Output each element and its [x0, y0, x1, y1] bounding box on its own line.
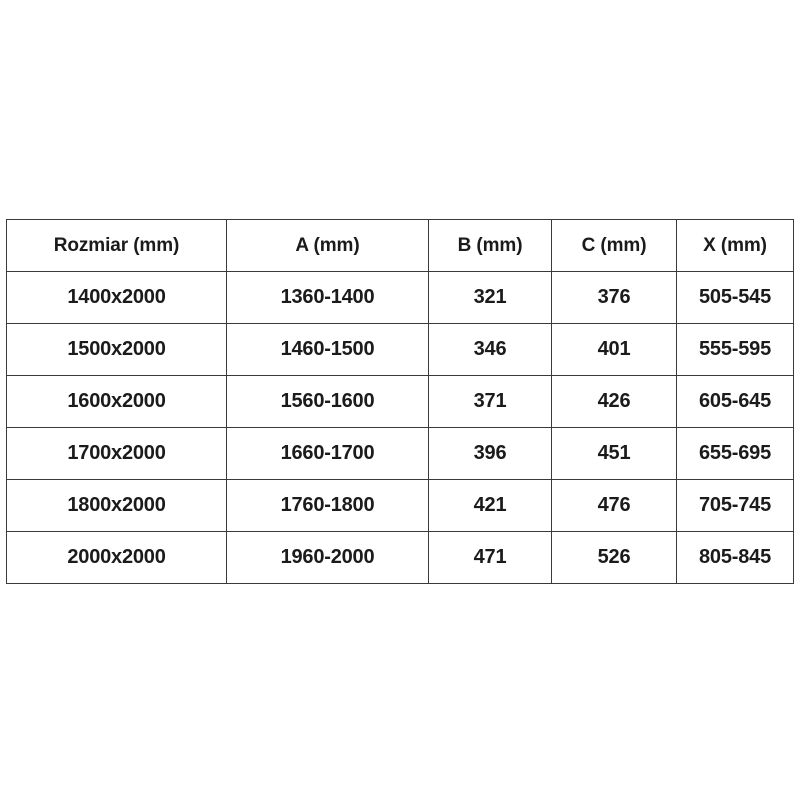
table-row: 1500x2000 1460-1500 346 401 555-595: [6, 323, 794, 376]
column-header-size: Rozmiar (mm): [6, 219, 227, 272]
cell-a: 1460-1500: [226, 323, 429, 376]
cell-c: 401: [551, 323, 677, 376]
column-header-a: A (mm): [226, 219, 429, 272]
cell-a: 1960-2000: [226, 531, 429, 584]
specification-table: Rozmiar (mm) A (mm) B (mm) C (mm) X (mm)…: [6, 219, 794, 584]
cell-size: 1400x2000: [6, 271, 227, 324]
cell-c: 526: [551, 531, 677, 584]
specification-table-container: Rozmiar (mm) A (mm) B (mm) C (mm) X (mm)…: [6, 219, 794, 584]
cell-size: 2000x2000: [6, 531, 227, 584]
cell-x: 705-745: [676, 479, 794, 532]
cell-size: 1800x2000: [6, 479, 227, 532]
cell-size: 1700x2000: [6, 427, 227, 480]
cell-b: 321: [428, 271, 552, 324]
cell-b: 371: [428, 375, 552, 428]
cell-b: 346: [428, 323, 552, 376]
cell-size: 1500x2000: [6, 323, 227, 376]
cell-b: 421: [428, 479, 552, 532]
cell-x: 805-845: [676, 531, 794, 584]
table-row: 1700x2000 1660-1700 396 451 655-695: [6, 427, 794, 480]
cell-a: 1360-1400: [226, 271, 429, 324]
cell-x: 505-545: [676, 271, 794, 324]
cell-size: 1600x2000: [6, 375, 227, 428]
table-header: Rozmiar (mm) A (mm) B (mm) C (mm) X (mm): [6, 219, 794, 272]
cell-b: 396: [428, 427, 552, 480]
cell-c: 426: [551, 375, 677, 428]
table-row: 1800x2000 1760-1800 421 476 705-745: [6, 479, 794, 532]
cell-b: 471: [428, 531, 552, 584]
cell-c: 476: [551, 479, 677, 532]
table-row: 1600x2000 1560-1600 371 426 605-645: [6, 375, 794, 428]
column-header-b: B (mm): [428, 219, 552, 272]
column-header-c: C (mm): [551, 219, 677, 272]
cell-x: 655-695: [676, 427, 794, 480]
table-header-row: Rozmiar (mm) A (mm) B (mm) C (mm) X (mm): [6, 219, 794, 272]
cell-a: 1660-1700: [226, 427, 429, 480]
cell-x: 555-595: [676, 323, 794, 376]
cell-x: 605-645: [676, 375, 794, 428]
column-header-x: X (mm): [676, 219, 794, 272]
table-body: 1400x2000 1360-1400 321 376 505-545 1500…: [6, 271, 794, 584]
cell-a: 1560-1600: [226, 375, 429, 428]
table-row: 2000x2000 1960-2000 471 526 805-845: [6, 531, 794, 584]
table-row: 1400x2000 1360-1400 321 376 505-545: [6, 271, 794, 324]
cell-a: 1760-1800: [226, 479, 429, 532]
cell-c: 376: [551, 271, 677, 324]
cell-c: 451: [551, 427, 677, 480]
